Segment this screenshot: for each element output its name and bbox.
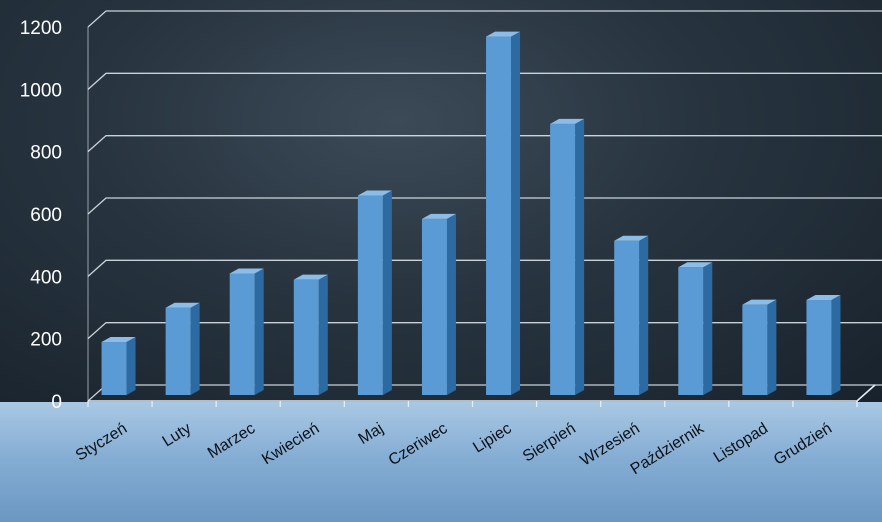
bar-side: [767, 299, 777, 395]
gridline-800: [87, 135, 882, 153]
bar-front: [101, 342, 127, 395]
x-tick-label: Luty: [160, 420, 195, 450]
x-tick-label: Czeriwec: [386, 420, 451, 469]
bar-3: [229, 268, 264, 395]
x-tick-label: Lipiec: [470, 420, 514, 457]
bar-top: [742, 299, 777, 305]
bar-top: [421, 213, 456, 219]
bar-side: [446, 213, 456, 395]
bar-top: [165, 302, 200, 308]
bar-front: [229, 273, 255, 395]
x-tick-label: Październik: [628, 419, 708, 478]
bar-4: [293, 274, 328, 395]
bar-top: [550, 118, 585, 124]
bar-side: [318, 274, 328, 395]
y-tick-label: 1200: [20, 18, 62, 39]
bar-side: [126, 337, 136, 395]
bar-7: [486, 31, 521, 395]
bar-top: [486, 31, 521, 37]
bar-9: [614, 235, 649, 395]
gridline-400: [87, 259, 882, 277]
bar-front: [357, 195, 383, 395]
bar-side: [382, 190, 392, 395]
bar-side: [190, 302, 200, 395]
y-tick-label: 400: [30, 267, 62, 288]
bar-front: [806, 299, 832, 395]
bar-side: [254, 268, 264, 395]
y-tick-label: 200: [30, 330, 62, 351]
bar-side: [703, 262, 713, 395]
bar-front: [293, 279, 319, 395]
x-tick-label: Kwiecień: [259, 420, 322, 468]
y-tick-label: 1000: [20, 80, 62, 101]
bar-8: [550, 118, 585, 395]
y-tick-label: 800: [30, 143, 62, 164]
y-tick-label: 600: [30, 205, 62, 226]
bars: [101, 31, 841, 395]
bar-top: [229, 268, 264, 274]
bar-side: [575, 118, 585, 395]
x-axis: Styczeń Luty Marzec Kwiecień Maj Czeriwec Lipi…: [73, 384, 876, 478]
bar-front: [678, 267, 704, 395]
x-tick-label: Marzec: [205, 420, 258, 462]
gridline-1000: [87, 72, 882, 90]
x-tick-label: Styczeń: [73, 420, 130, 465]
bar-front: [165, 307, 191, 395]
bar-12: [806, 294, 841, 395]
x-tick-label: Sierpień: [520, 420, 579, 466]
bar-top: [357, 190, 392, 196]
gridline-1200: [87, 10, 882, 28]
bar-front: [421, 218, 447, 395]
bar-top: [806, 294, 841, 300]
bar-top: [678, 262, 713, 268]
bar-top: [293, 274, 328, 280]
bar-top: [614, 235, 649, 241]
bar-top: [101, 337, 136, 343]
bar-front: [486, 36, 512, 395]
bar-11: [742, 299, 777, 395]
bar-1: [101, 337, 136, 395]
gridline-600: [87, 197, 882, 215]
bar-front: [550, 123, 576, 395]
bar-2: [165, 302, 200, 395]
bar-front: [742, 304, 768, 395]
bar-front: [614, 240, 640, 395]
x-tick-label: Listopad: [711, 420, 771, 466]
bar-10: [678, 262, 713, 395]
x-tick-label: Grudzień: [771, 420, 835, 469]
bar-6: [421, 213, 456, 395]
y-tick-label: 0: [51, 392, 62, 413]
background-water: [0, 402, 882, 522]
x-tick-label: Maj: [356, 420, 387, 448]
y-axis: 0 200 400 600 800 1000 1200: [20, 18, 89, 413]
bar-5: [357, 190, 392, 395]
bar-side: [831, 294, 841, 395]
bar-side: [639, 235, 649, 395]
bar-side: [511, 31, 521, 395]
